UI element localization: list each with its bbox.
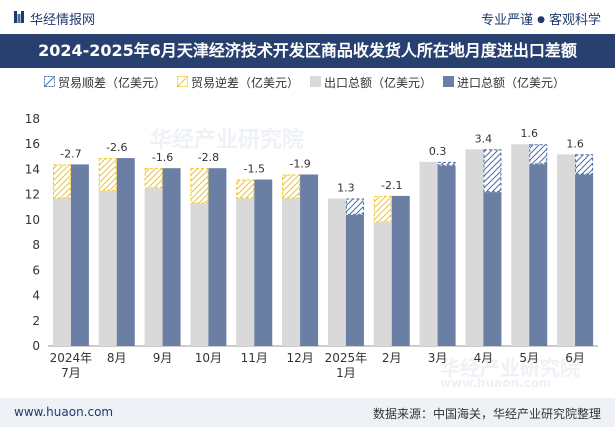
- deficit-bar: [373, 195, 392, 223]
- y-tick-label: 16: [25, 137, 40, 151]
- balance-data-label: -1.5: [244, 163, 265, 176]
- footer-source: 数据来源：中国海关，华经产业研究院整理: [372, 407, 601, 421]
- y-tick-label: 8: [32, 238, 40, 252]
- legend-export-label: 出口总额（亿美元）: [324, 76, 433, 90]
- x-tick-label: 3月: [428, 351, 448, 365]
- brand-name: 华经情报网: [30, 13, 96, 28]
- bar-layer: [52, 144, 594, 346]
- import-bar: [162, 168, 181, 346]
- legend-surplus-swatch: [44, 76, 55, 87]
- x-tick-label: 5月: [519, 351, 539, 365]
- surplus-bar: [345, 198, 364, 215]
- import-bar: [345, 214, 364, 346]
- label-layer: -2.7 2024年 7月 -2.6 8月 -1.6 9月 -2.8 10月 -1.5 11月 -1.…: [50, 127, 585, 380]
- surplus-bar: [483, 149, 502, 193]
- x-tick-label: 12月: [286, 351, 313, 365]
- export-bar: [511, 144, 530, 346]
- export-bar: [190, 203, 209, 346]
- deficit-bar: [98, 158, 117, 191]
- tag-professional: 专业严谨: [481, 13, 534, 28]
- x-tick-label: 10月: [195, 351, 222, 365]
- import-bar: [116, 158, 135, 346]
- axis-layer: 0 2 4 6 8 10 12 14 16 18: [25, 112, 598, 353]
- legend-deficit-swatch: [177, 76, 188, 87]
- surplus-bar: [529, 144, 548, 165]
- x-tick-label: 2月: [382, 351, 402, 365]
- import-bar: [575, 174, 594, 346]
- export-bar: [557, 154, 576, 346]
- y-tick-label: 6: [32, 263, 40, 277]
- y-tick-label: 4: [32, 289, 40, 303]
- chart-title: 2024-2025年6月天津经济技术开发区商品收发货人所在地月度进出口差额: [0, 34, 615, 68]
- surplus-bar: [437, 161, 456, 166]
- legend-import-swatch: [443, 76, 454, 87]
- balance-data-label: 1.6: [521, 127, 539, 140]
- import-bar: [437, 165, 456, 346]
- chart-legend: 贸易顺差（亿美元） 贸易逆差（亿美元） 出口总额（亿美元） 进口总额（亿美元）: [0, 72, 615, 92]
- x-tick-label: 2024年 7月: [50, 351, 93, 380]
- import-bar: [70, 164, 89, 346]
- deficit-bar: [190, 168, 209, 204]
- legend-export-swatch: [310, 76, 321, 87]
- x-tick-label: 6月: [565, 351, 585, 365]
- balance-data-label: -2.6: [106, 141, 127, 154]
- y-tick-label: 12: [25, 188, 40, 202]
- import-bar: [254, 179, 273, 346]
- import-bar: [483, 192, 502, 346]
- y-tick-label: 2: [32, 314, 40, 328]
- export-bar: [282, 198, 301, 346]
- deficit-bar: [52, 164, 71, 199]
- tag-objective: 客观科学: [548, 13, 601, 28]
- legend-surplus-label: 贸易顺差（亿美元）: [58, 76, 167, 90]
- export-bar: [419, 161, 438, 346]
- brand-logo-icon: [14, 11, 24, 23]
- legend-deficit-label: 贸易逆差（亿美元）: [191, 76, 300, 90]
- y-tick-label: 14: [25, 162, 40, 176]
- surplus-bar: [575, 154, 594, 175]
- balance-data-label: 0.3: [429, 145, 447, 158]
- balance-data-label: -1.6: [152, 151, 173, 164]
- header-tags: 专业严谨 ● 客观科学: [481, 9, 601, 28]
- import-bar: [529, 164, 548, 346]
- footer: www.huaon.com 数据来源：中国海关，华经产业研究院整理: [0, 398, 615, 427]
- x-tick-label: 4月: [474, 351, 494, 365]
- balance-data-label: -1.9: [289, 157, 310, 170]
- import-bar: [391, 195, 410, 346]
- balance-data-label: -2.8: [198, 151, 219, 164]
- export-bar: [144, 188, 163, 346]
- x-tick-label: 2025年 1月: [325, 351, 368, 380]
- y-tick-label: 0: [32, 339, 40, 353]
- footer-website[interactable]: www.huaon.com: [14, 405, 114, 419]
- legend-import-label: 进口总额（亿美元）: [457, 76, 566, 90]
- import-bar: [208, 168, 227, 346]
- x-tick-label: 8月: [107, 351, 127, 365]
- x-tick-label: 11月: [241, 351, 268, 365]
- export-bar: [236, 198, 255, 346]
- y-tick-label: 18: [25, 112, 40, 126]
- deficit-bar: [236, 179, 255, 199]
- export-bar: [98, 190, 117, 346]
- import-bar: [300, 174, 319, 346]
- balance-data-label: 1.6: [566, 137, 584, 150]
- deficit-bar: [282, 174, 301, 199]
- balance-data-label: 1.3: [337, 181, 355, 194]
- tag-separator: ●: [537, 15, 545, 25]
- balance-data-label: -2.7: [60, 147, 81, 160]
- export-bar: [52, 198, 71, 346]
- export-bar: [373, 222, 392, 346]
- deficit-bar: [144, 168, 163, 189]
- export-bar: [465, 149, 484, 346]
- export-bar: [327, 198, 346, 346]
- balance-data-label: 3.4: [475, 132, 493, 145]
- header: 华经情报网 专业严谨 ● 客观科学: [0, 0, 615, 34]
- x-tick-label: 9月: [153, 351, 173, 365]
- balance-data-label: -2.1: [381, 179, 402, 192]
- y-tick-label: 10: [25, 213, 40, 227]
